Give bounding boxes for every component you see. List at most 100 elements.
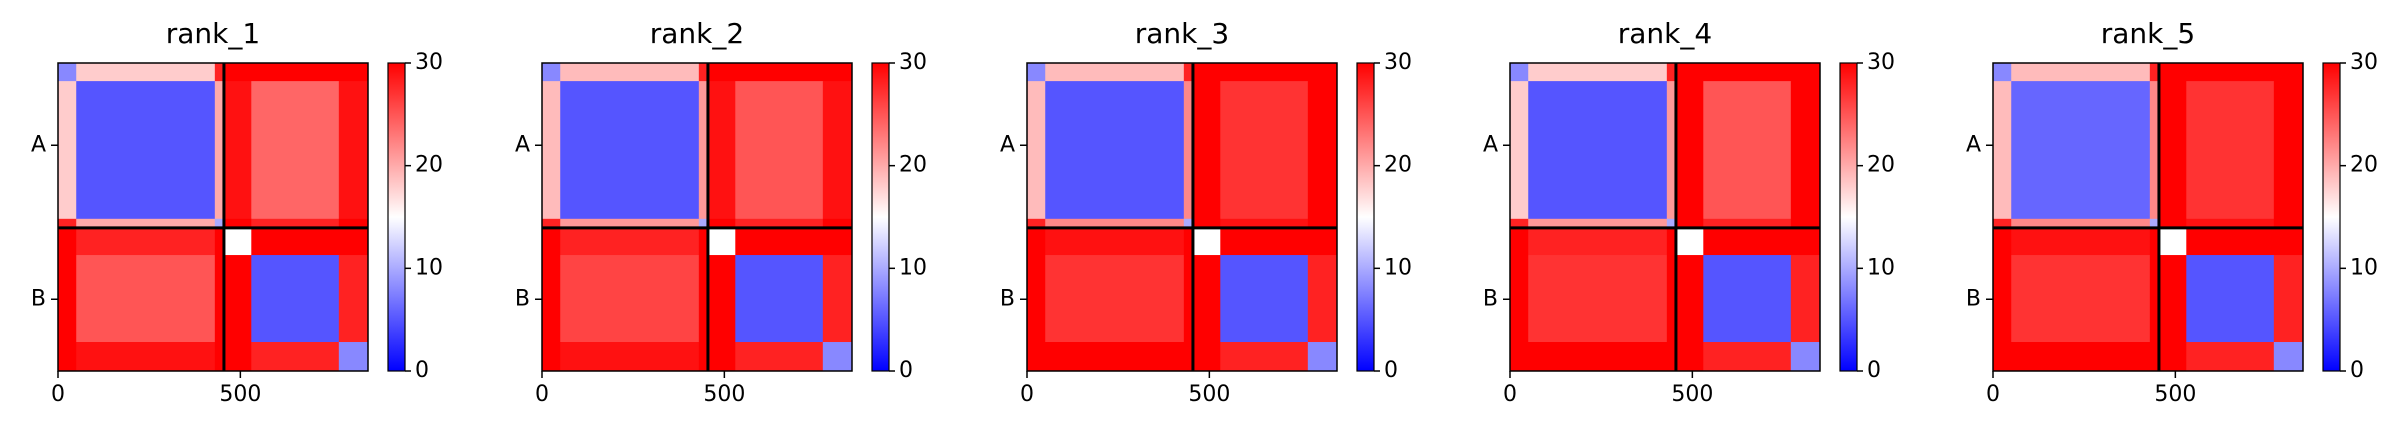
colorbar <box>871 62 890 372</box>
heatmap-panel: rank_2 0 500 A B 0 10 20 30 <box>515 17 927 407</box>
y-tick-label: A <box>1483 132 1498 157</box>
heatmap-cell <box>2149 227 2160 256</box>
colorbar-tick-label: 0 <box>899 358 913 383</box>
plot-frame <box>57 62 369 372</box>
colorbar-tick-label: 20 <box>1384 153 1412 178</box>
heatmap-cell <box>822 255 853 343</box>
colorbar-tick-label: 20 <box>2350 153 2378 178</box>
heatmap-cell <box>1183 218 1194 229</box>
heatmap-cell <box>58 255 77 343</box>
heatmap-cell <box>1528 342 1668 372</box>
heatmap-cell <box>1993 342 2012 372</box>
heatmap-cell <box>698 81 709 220</box>
heatmap-cell <box>698 63 709 82</box>
heatmap-cell <box>1192 218 1221 229</box>
heatmap-cell <box>560 227 700 256</box>
y-tick-label: B <box>1483 286 1498 311</box>
heatmap-cell <box>1790 218 1821 229</box>
heatmap-cell <box>2186 342 2275 372</box>
heatmap-cell <box>822 227 853 256</box>
heatmap-cell <box>1307 81 1338 220</box>
heatmap-cell <box>1675 63 1704 82</box>
heatmap-cell <box>1220 342 1309 372</box>
heatmap-cell <box>735 255 824 343</box>
heatmap-cell <box>707 227 736 256</box>
heatmap-cell <box>1192 81 1221 220</box>
heatmap-cell <box>2186 218 2275 229</box>
heatmap-cell <box>2158 63 2187 82</box>
heatmap-cell <box>1183 227 1194 256</box>
heatmap-cell <box>735 227 824 256</box>
heatmap-cell <box>2011 255 2151 343</box>
heatmap-cell <box>560 63 700 82</box>
heatmap-cell <box>214 81 225 220</box>
heatmap-cell <box>1993 255 2012 343</box>
heatmap-cell <box>1045 218 1185 229</box>
heatmap-cell <box>1027 255 1046 343</box>
heatmap-cell <box>822 63 853 82</box>
x-tick-label: 0 <box>1020 382 1034 407</box>
heatmap-cell <box>58 218 77 229</box>
heatmap-cell <box>1993 81 2012 220</box>
plot-frame <box>1026 62 1338 372</box>
heatmap-cell <box>1220 218 1309 229</box>
heatmap-cell <box>1703 63 1792 82</box>
heatmap-cell <box>58 63 77 82</box>
colorbar-tick-label: 30 <box>1384 50 1412 75</box>
panel-title: rank_5 <box>2101 17 2195 50</box>
heatmap-cell <box>1528 227 1668 256</box>
heatmap-cell <box>1675 342 1704 372</box>
heatmap-cell <box>1510 81 1529 220</box>
heatmap-cell <box>1666 342 1677 372</box>
heatmap-cell <box>251 255 340 343</box>
colorbar-tick-label: 0 <box>2350 358 2364 383</box>
heatmap-panel: rank_3 0 500 A B 0 10 20 30 <box>1000 17 1412 407</box>
heatmap-cell <box>822 218 853 229</box>
heatmap-cell <box>1666 255 1677 343</box>
heatmap-cell <box>707 81 736 220</box>
heatmap-cell <box>338 218 369 229</box>
heatmap-cell <box>338 81 369 220</box>
heatmap-cell <box>1993 227 2012 256</box>
x-tick-label: 0 <box>1503 382 1517 407</box>
y-tick-label: A <box>1000 132 1015 157</box>
heatmap-cell <box>1675 255 1704 343</box>
heatmap-cell <box>1192 255 1221 343</box>
heatmap-cell <box>822 342 853 372</box>
heatmap-cell <box>698 227 709 256</box>
heatmap-cell <box>1307 342 1338 372</box>
heatmap-cell <box>542 227 561 256</box>
heatmap-cell <box>1790 255 1821 343</box>
y-tick-label: B <box>1966 286 1981 311</box>
heatmap-cell <box>1307 218 1338 229</box>
heatmap-cell <box>1528 218 1668 229</box>
heatmap-cell <box>560 81 700 220</box>
heatmap-cell <box>1666 81 1677 220</box>
panel-title: rank_2 <box>650 17 744 50</box>
heatmap-cell <box>223 63 252 82</box>
heatmap-cell <box>1790 342 1821 372</box>
heatmap-cell <box>76 227 216 256</box>
heatmap-cell <box>1993 218 2012 229</box>
colorbar-tick-label: 10 <box>415 255 443 280</box>
heatmap-cell <box>1528 63 1668 82</box>
heatmap-cell <box>542 63 561 82</box>
heatmap-cell <box>2011 63 2151 82</box>
heatmap-cell <box>76 342 216 372</box>
colorbar-tick-label: 0 <box>1867 358 1881 383</box>
heatmap-cell <box>223 218 252 229</box>
heatmap-cell <box>1666 63 1677 82</box>
heatmap-cell <box>1703 227 1792 256</box>
heatmap-cell <box>76 63 216 82</box>
heatmap-cell <box>1045 227 1185 256</box>
heatmap-cell <box>251 63 340 82</box>
heatmap-cell <box>560 218 700 229</box>
x-tick-label: 500 <box>1188 382 1230 407</box>
heatmap-cell <box>1528 255 1668 343</box>
y-tick-label: B <box>515 286 530 311</box>
heatmap-cell <box>2158 81 2187 220</box>
heatmap-cell <box>735 63 824 82</box>
heatmap-cell <box>1192 227 1221 256</box>
plot-frame <box>1509 62 1821 372</box>
